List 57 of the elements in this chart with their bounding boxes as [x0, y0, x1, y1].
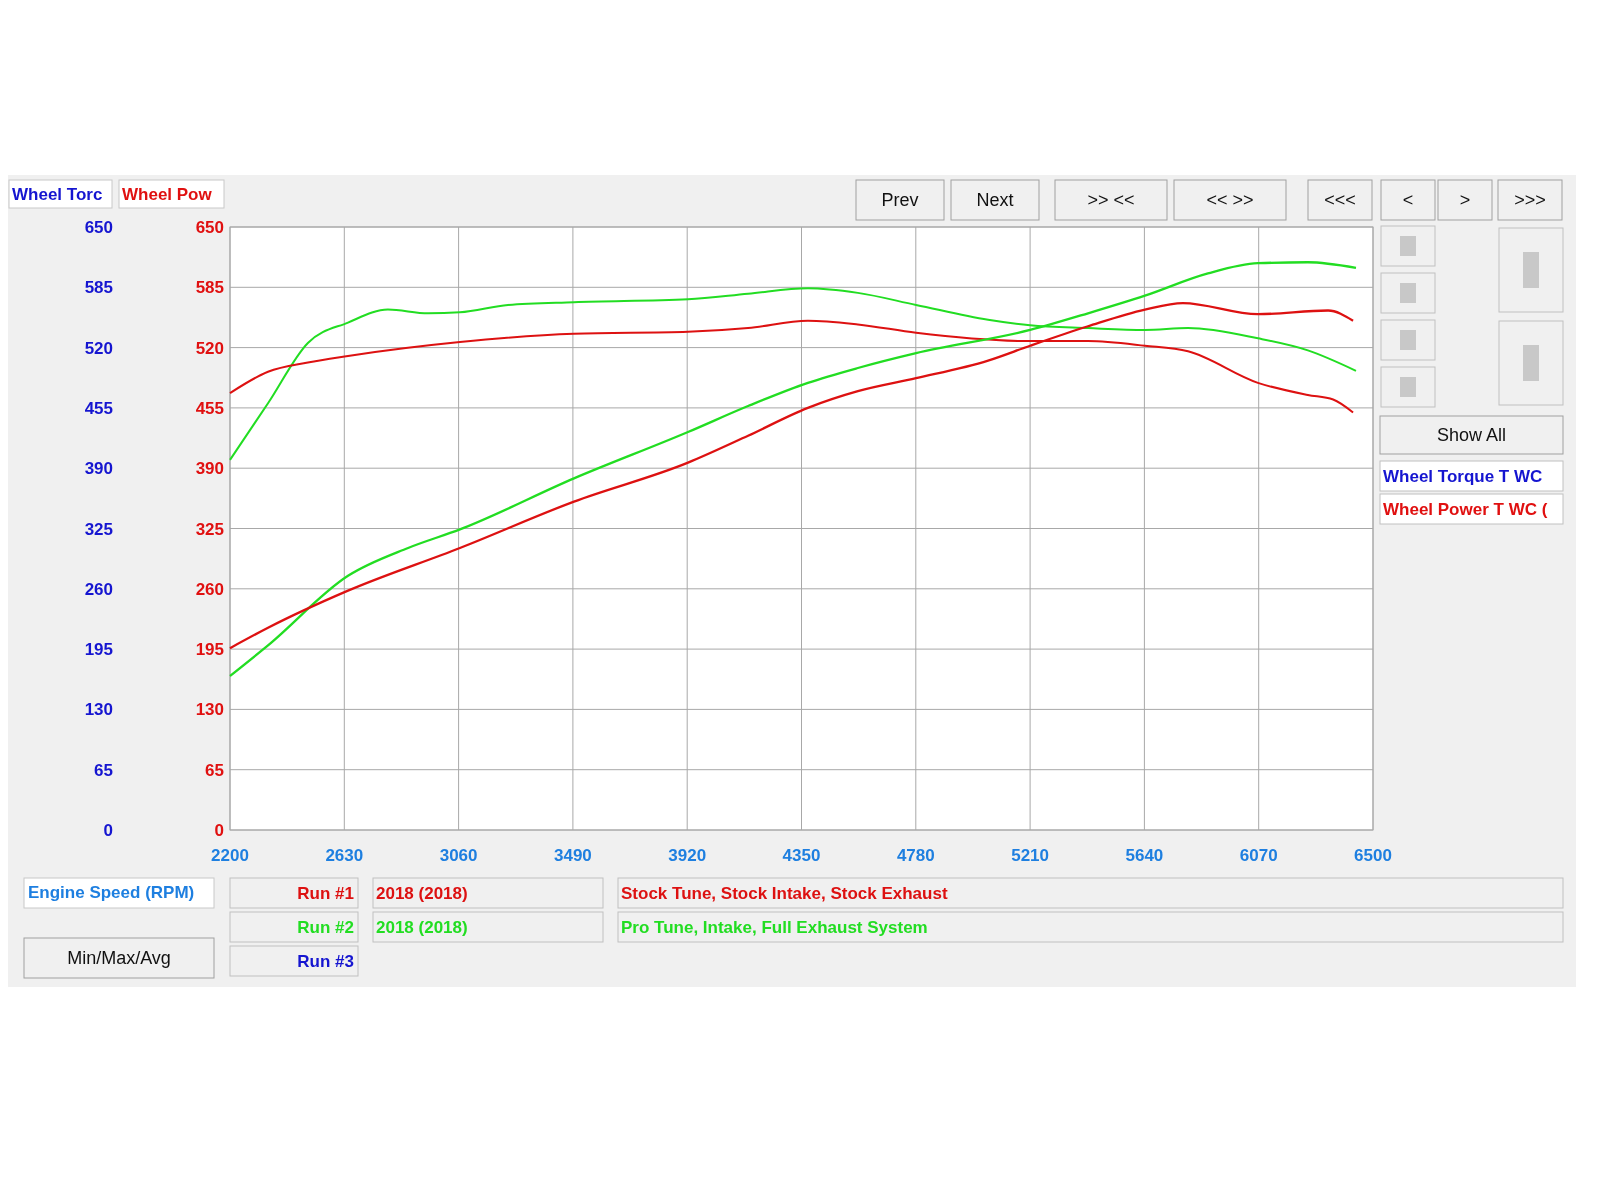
text: < [1402, 190, 1414, 210]
y-tick-label: 585 [84, 278, 113, 298]
y2-tick-label: 325 [195, 519, 224, 539]
y-tick-label: 195 [84, 640, 113, 660]
text: 2018 (2018) [376, 884, 468, 903]
y-tick-label: 130 [84, 700, 113, 720]
y2-tick-label: 0 [214, 821, 224, 840]
x-tick-label: 3060 [439, 846, 478, 865]
text: > [1459, 190, 1471, 210]
y2-tick-label: 390 [195, 459, 224, 479]
text: Run #1 [297, 884, 354, 903]
x-tick-label: 3920 [668, 846, 707, 865]
x-tick-label: 6500 [1354, 846, 1392, 865]
x-tick-label: 6070 [1239, 846, 1278, 865]
y-tick-label: 520 [84, 338, 113, 358]
text: Pro Tune, Intake, Full Exhaust System [621, 918, 928, 937]
text: Run #2 [297, 918, 354, 937]
y-tick-label: 260 [84, 579, 113, 599]
text: >>> [1514, 190, 1546, 210]
line-series [228, 261, 1358, 678]
x-axis-title: Engine Speed (RPM) [28, 883, 195, 902]
text: Run #3 [297, 952, 354, 971]
y-tick-label: 65 [94, 760, 113, 780]
x-tick-label: 4350 [782, 846, 821, 865]
text: 2018 (2018) [376, 918, 468, 937]
text: Stock Tune, Stock Intake, Stock Exhaust [621, 884, 948, 903]
y-tick-label: 455 [84, 398, 113, 418]
text: << >> [1206, 190, 1254, 210]
x-tick-label: 2200 [211, 846, 249, 865]
y2-axis-title: Wheel Pow [122, 185, 213, 204]
y2-tick-label: 130 [195, 700, 224, 720]
text: Prev [881, 190, 919, 210]
x-tick-label: 3490 [553, 846, 592, 865]
y-axis-title: Wheel Torc [12, 185, 103, 204]
y-tick-label: 0 [103, 821, 113, 840]
y2-tick-label: 520 [195, 338, 224, 358]
y2-tick-label: 585 [195, 278, 224, 298]
y2-tick-label: 195 [195, 640, 224, 660]
x-tick-label: 5210 [1011, 846, 1050, 865]
text: Wheel Torque T WC [1383, 467, 1543, 486]
x-tick-label: 2630 [325, 846, 364, 865]
text: Wheel Power T WC ( [1383, 500, 1548, 519]
x-tick-label: 4780 [896, 846, 935, 865]
y2-tick-label: 260 [195, 579, 224, 599]
text: >> << [1087, 190, 1135, 210]
y2-tick-label: 650 [195, 218, 224, 237]
text: <<< [1324, 190, 1356, 210]
text: Min/Max/Avg [67, 948, 171, 968]
text: Show All [1436, 425, 1507, 445]
line-series [228, 301, 1355, 650]
y2-tick-label: 455 [195, 398, 224, 418]
x-tick-label: 5640 [1125, 846, 1164, 865]
text: Next [976, 190, 1014, 210]
y-tick-label: 650 [84, 218, 113, 237]
y2-tick-label: 65 [205, 760, 224, 780]
y-tick-label: 390 [84, 459, 113, 479]
y-tick-label: 325 [84, 519, 113, 539]
